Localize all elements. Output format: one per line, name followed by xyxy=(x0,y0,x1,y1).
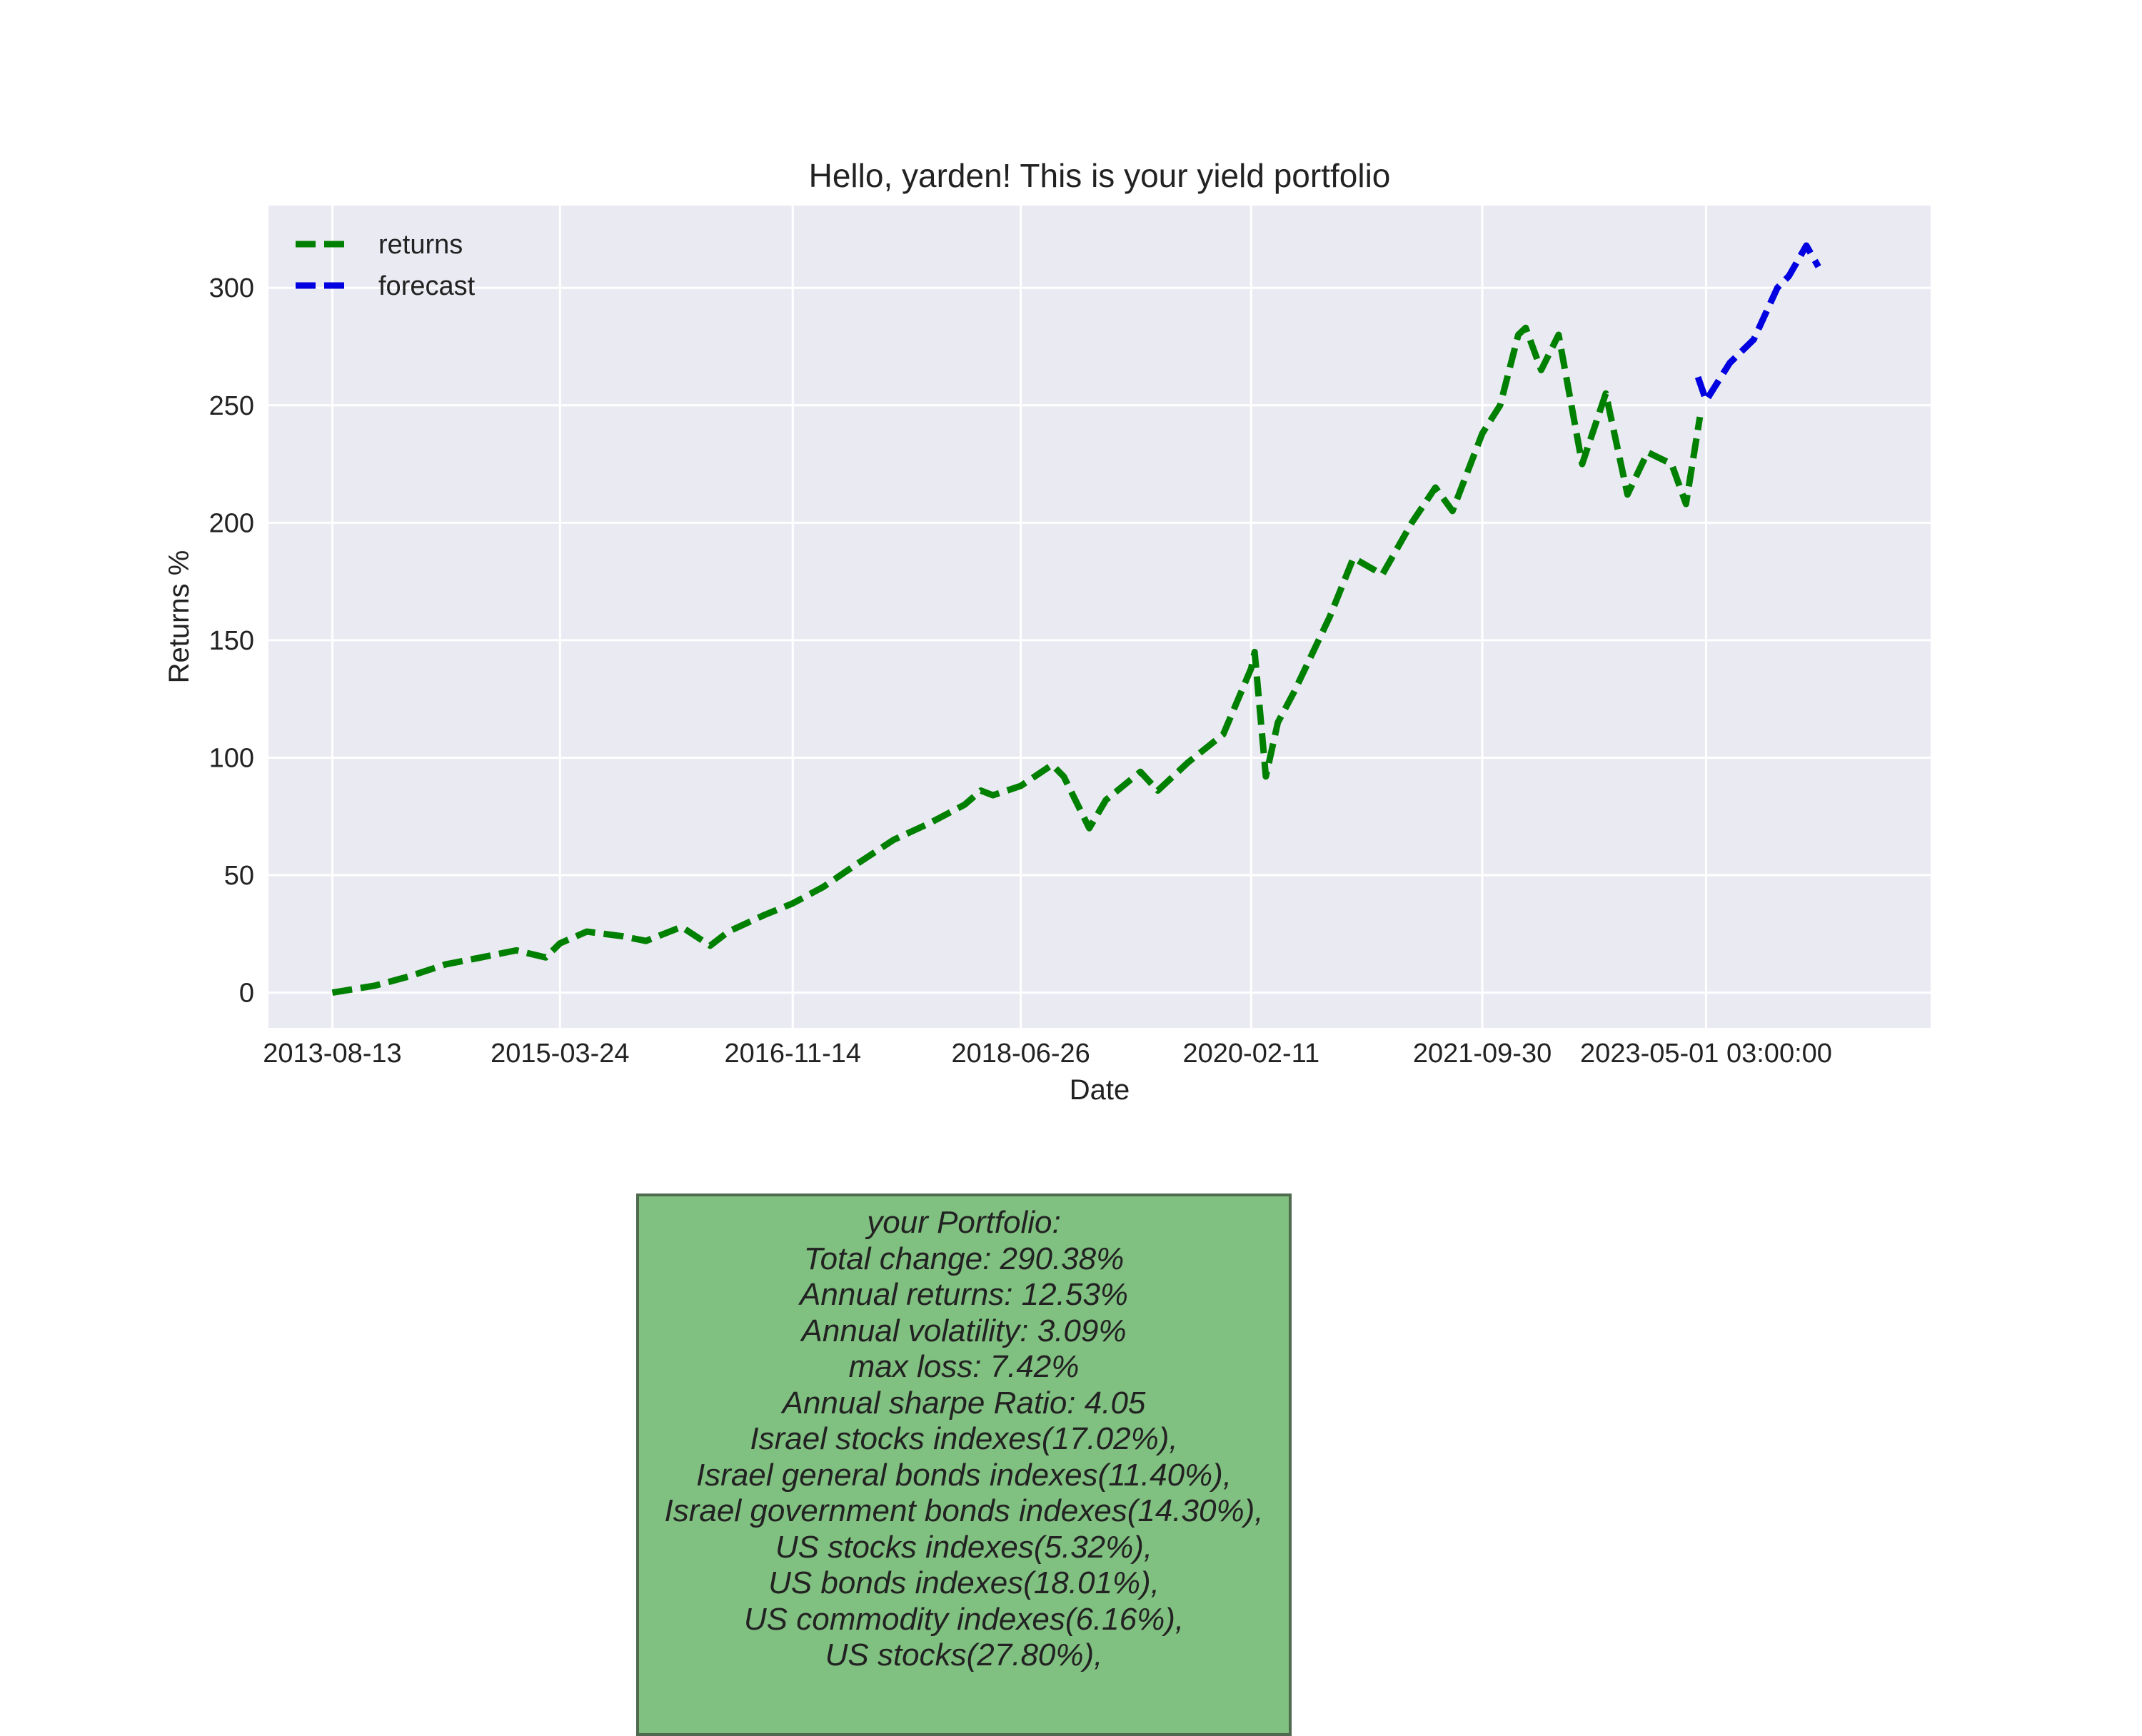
series-layer xyxy=(331,242,1821,996)
x-tick-label: 2015-03-24 xyxy=(491,1039,629,1069)
summary-line: Israel stocks indexes(17.02%), xyxy=(750,1421,1178,1456)
x-tick-label: 2018-06-26 xyxy=(951,1039,1090,1069)
series-line-returns xyxy=(331,324,1704,996)
legend: returns forecast xyxy=(296,230,476,301)
summary-line: US stocks(27.80%), xyxy=(825,1637,1103,1672)
y-tick-label: 0 xyxy=(239,979,254,1009)
x-tick-label: 2020-02-11 xyxy=(1183,1039,1320,1069)
x-tick-label: 2016-11-14 xyxy=(724,1039,861,1069)
y-axis-label: Returns % xyxy=(164,550,195,684)
x-tick-label: 2021-09-30 xyxy=(1413,1039,1552,1069)
grid xyxy=(268,206,1931,1028)
summary-line: US bonds indexes(18.01%), xyxy=(768,1565,1160,1600)
y-tick-label: 150 xyxy=(209,626,254,656)
chart-title: Hello, yarden! This is your yield portfo… xyxy=(809,157,1391,194)
summary-line: Annual sharpe Ratio: 4.05 xyxy=(782,1385,1146,1420)
series-line-forecast xyxy=(1694,242,1821,404)
summary-line: Israel general bonds indexes(11.40%), xyxy=(695,1457,1232,1493)
summary-line: your Portfolio: xyxy=(867,1205,1061,1240)
summary-line: US commodity indexes(6.16%), xyxy=(743,1601,1185,1637)
y-tick-label: 100 xyxy=(209,743,254,773)
summary-line: Annual volatility: 3.09% xyxy=(801,1313,1127,1348)
y-tick-label: 250 xyxy=(209,391,254,421)
y-tick-label: 300 xyxy=(209,273,254,303)
y-tick-label: 200 xyxy=(209,508,254,538)
x-tick-label: 2023-05-01 03:00:00 xyxy=(1580,1039,1832,1069)
summary-line: Total change: 290.38% xyxy=(803,1241,1125,1276)
plot-area xyxy=(268,206,1931,1028)
legend-label-forecast: forecast xyxy=(378,271,476,301)
y-tick-label: 50 xyxy=(224,861,254,891)
tick-labels: 0 50 100 150 200 250 300 2013-08-13 2015-03-24 20… xyxy=(209,273,1832,1069)
legend-label-returns: returns xyxy=(378,230,463,260)
x-tick-label: 2013-08-13 xyxy=(263,1039,401,1069)
summary-line: US stocks indexes(5.32%), xyxy=(775,1529,1153,1565)
summary-line: Israel government bonds indexes(14.30%), xyxy=(664,1493,1264,1528)
portfolio-summary-box: your Portfolio: Total change: 290.38% Annu… xyxy=(636,1194,1292,1736)
summary-line: Annual returns: 12.53% xyxy=(800,1277,1128,1312)
x-axis-label: Date xyxy=(1070,1074,1130,1106)
summary-line: max loss: 7.42% xyxy=(848,1349,1080,1384)
chart: 0 50 100 150 200 250 300 2013-08-13 2015-03-24 20… xyxy=(164,157,1931,1106)
